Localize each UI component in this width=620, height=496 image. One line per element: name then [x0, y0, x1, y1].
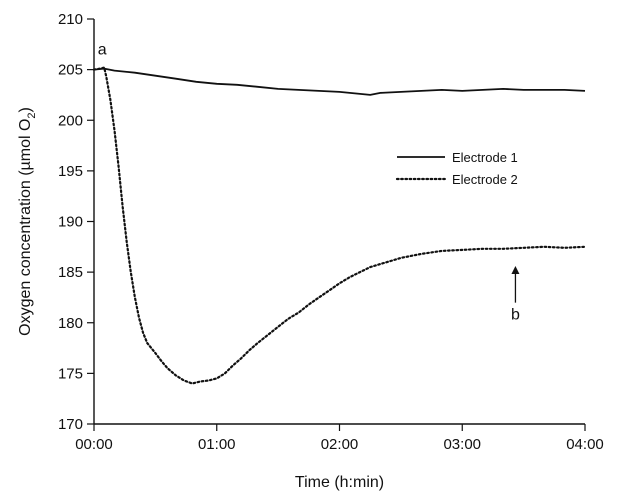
y-tick-label: 170 [58, 416, 83, 433]
annotation-arrow-head [511, 266, 520, 275]
series-layer [92, 66, 587, 385]
y-tick-label: 185 [58, 264, 83, 281]
axes [93, 19, 585, 425]
y-tick-label: 180 [58, 315, 83, 332]
x-tick-label: 01:00 [198, 436, 236, 453]
legend-label-2: Electrode 2 [452, 172, 518, 187]
y-tick-label: 175 [58, 365, 83, 382]
ticks: 170 175 180 185 190 195 200 205 210 00:00 01:00 02:… [58, 11, 604, 453]
annotation-label-b: b [511, 307, 520, 324]
x-tick-label: 03:00 [443, 436, 481, 453]
y-tick-label: 190 [58, 214, 83, 231]
annotation-layer: ab [98, 41, 520, 323]
y-tick-label: 195 [58, 163, 83, 180]
x-tick-label: 04:00 [566, 436, 604, 453]
legend: Electrode 1 Electrode 2 [395, 150, 518, 187]
x-tick-label: 00:00 [75, 436, 113, 453]
y-axis-title-sub: 2 [26, 112, 38, 118]
series-line-1 [93, 67, 586, 96]
y-axis-title-close: ) [17, 107, 34, 112]
series-line-2 [92, 66, 587, 385]
y-axis-title: Oxygen concentration (µmol O2) [17, 107, 38, 336]
x-axis-title: Time (h:min) [295, 474, 384, 491]
x-tick-label: 02:00 [321, 436, 359, 453]
annotation-label-a: a [98, 41, 107, 58]
y-tick-label: 210 [58, 11, 83, 28]
legend-label-1: Electrode 1 [452, 150, 518, 165]
y-axis-title-main: Oxygen concentration (µmol O [17, 119, 34, 336]
y-tick-label: 205 [58, 62, 83, 79]
y-tick-label: 200 [58, 112, 83, 129]
